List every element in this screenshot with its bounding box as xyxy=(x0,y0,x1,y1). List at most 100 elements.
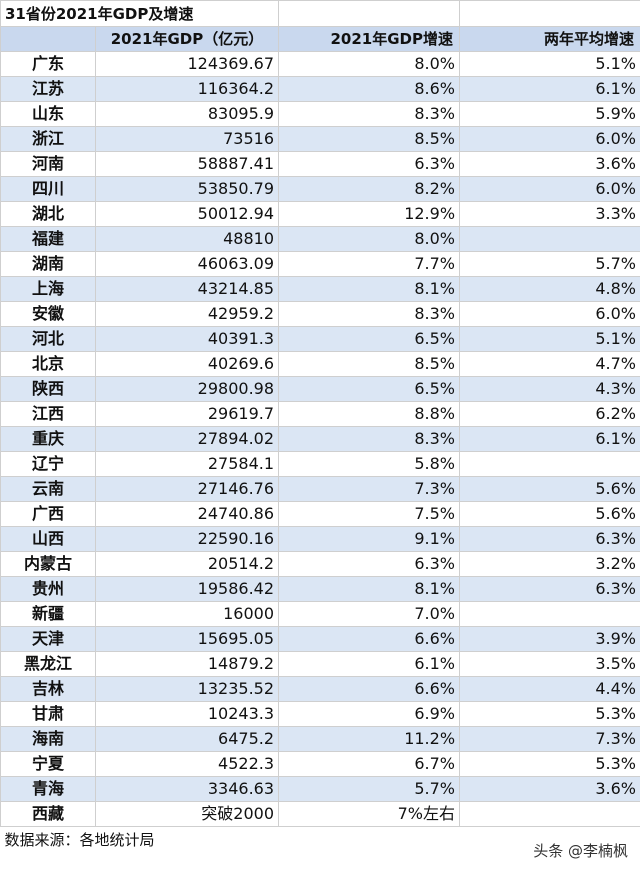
table-row: 吉林 13235.52 6.6% 4.4% xyxy=(0,676,640,702)
avg-growth-cell xyxy=(459,226,640,252)
province-cell: 宁夏 xyxy=(0,751,96,777)
province-cell: 广东 xyxy=(0,51,96,77)
growth-cell: 7.3% xyxy=(278,476,461,502)
table-row: 贵州 19586.42 8.1% 6.3% xyxy=(0,576,640,602)
source-note: 数据来源：各地统计局 xyxy=(0,826,640,853)
avg-growth-cell: 6.1% xyxy=(459,426,640,452)
table-row: 江苏 116364.2 8.6% 6.1% xyxy=(0,76,640,102)
table-row: 内蒙古 20514.2 6.3% 3.2% xyxy=(0,551,640,577)
growth-cell: 8.6% xyxy=(278,76,461,102)
growth-cell: 6.1% xyxy=(278,651,461,677)
province-cell: 福建 xyxy=(0,226,96,252)
avg-growth-cell: 5.9% xyxy=(459,101,640,127)
avg-growth-cell: 4.4% xyxy=(459,676,640,702)
growth-cell: 6.5% xyxy=(278,376,461,402)
growth-cell: 5.8% xyxy=(278,451,461,477)
growth-cell: 6.3% xyxy=(278,151,461,177)
growth-cell: 8.8% xyxy=(278,401,461,427)
table-row: 福建 48810 8.0% xyxy=(0,226,640,252)
gdp-cell: 4522.3 xyxy=(94,751,280,777)
watermark: 头条 @李楠枫 xyxy=(533,840,628,862)
gdp-cell: 6475.2 xyxy=(94,726,280,752)
growth-cell: 7.5% xyxy=(278,501,461,527)
province-cell: 江苏 xyxy=(0,76,96,102)
table-row: 云南 27146.76 7.3% 5.6% xyxy=(0,476,640,502)
growth-cell: 8.3% xyxy=(278,426,461,452)
table-row: 海南 6475.2 11.2% 7.3% xyxy=(0,726,640,752)
header-row: 2021年GDP（亿元） 2021年GDP增速 两年平均增速 xyxy=(0,26,640,52)
province-cell: 吉林 xyxy=(0,676,96,702)
avg-growth-cell: 6.3% xyxy=(459,526,640,552)
gdp-cell: 3346.63 xyxy=(94,776,280,802)
province-cell: 陕西 xyxy=(0,376,96,402)
province-cell: 甘肃 xyxy=(0,701,96,727)
avg-growth-cell: 6.3% xyxy=(459,576,640,602)
province-cell: 云南 xyxy=(0,476,96,502)
table-row: 宁夏 4522.3 6.7% 5.3% xyxy=(0,751,640,777)
growth-cell: 8.3% xyxy=(278,101,461,127)
table-row: 西藏 突破2000 7%左右 xyxy=(0,801,640,827)
growth-cell: 8.1% xyxy=(278,576,461,602)
gdp-cell: 14879.2 xyxy=(94,651,280,677)
header-growth: 2021年GDP增速 xyxy=(278,26,461,52)
gdp-cell: 27894.02 xyxy=(94,426,280,452)
gdp-cell: 突破2000 xyxy=(94,801,280,827)
blank-cell xyxy=(459,0,640,27)
gdp-cell: 58887.41 xyxy=(94,151,280,177)
gdp-cell: 50012.94 xyxy=(94,201,280,227)
table-row: 河北 40391.3 6.5% 5.1% xyxy=(0,326,640,352)
avg-growth-cell: 3.3% xyxy=(459,201,640,227)
province-cell: 湖北 xyxy=(0,201,96,227)
growth-cell: 6.3% xyxy=(278,551,461,577)
avg-growth-cell: 4.3% xyxy=(459,376,640,402)
title-row: 31省份2021年GDP及增速 xyxy=(0,0,640,27)
table-row: 河南 58887.41 6.3% 3.6% xyxy=(0,151,640,177)
avg-growth-cell: 3.9% xyxy=(459,626,640,652)
table-row: 辽宁 27584.1 5.8% xyxy=(0,451,640,477)
gdp-cell: 29800.98 xyxy=(94,376,280,402)
header-province xyxy=(0,26,96,52)
growth-cell: 6.5% xyxy=(278,326,461,352)
avg-growth-cell: 5.6% xyxy=(459,476,640,502)
province-cell: 广西 xyxy=(0,501,96,527)
table-row: 山东 83095.9 8.3% 5.9% xyxy=(0,101,640,127)
province-cell: 四川 xyxy=(0,176,96,202)
avg-growth-cell: 6.0% xyxy=(459,176,640,202)
table-row: 湖北 50012.94 12.9% 3.3% xyxy=(0,201,640,227)
avg-growth-cell: 3.5% xyxy=(459,651,640,677)
avg-growth-cell: 6.0% xyxy=(459,301,640,327)
gdp-cell: 27146.76 xyxy=(94,476,280,502)
province-cell: 重庆 xyxy=(0,426,96,452)
province-cell: 贵州 xyxy=(0,576,96,602)
avg-growth-cell: 3.2% xyxy=(459,551,640,577)
province-cell: 黑龙江 xyxy=(0,651,96,677)
table-title: 31省份2021年GDP及增速 xyxy=(0,0,280,27)
growth-cell: 8.2% xyxy=(278,176,461,202)
gdp-cell: 40391.3 xyxy=(94,326,280,352)
avg-growth-cell xyxy=(459,601,640,627)
growth-cell: 6.6% xyxy=(278,626,461,652)
growth-cell: 7.0% xyxy=(278,601,461,627)
table-row: 湖南 46063.09 7.7% 5.7% xyxy=(0,251,640,277)
table-row: 重庆 27894.02 8.3% 6.1% xyxy=(0,426,640,452)
gdp-cell: 116364.2 xyxy=(94,76,280,102)
table-row: 北京 40269.6 8.5% 4.7% xyxy=(0,351,640,377)
gdp-cell: 124369.67 xyxy=(94,51,280,77)
province-cell: 浙江 xyxy=(0,126,96,152)
gdp-cell: 29619.7 xyxy=(94,401,280,427)
province-cell: 青海 xyxy=(0,776,96,802)
avg-growth-cell: 6.0% xyxy=(459,126,640,152)
province-cell: 山西 xyxy=(0,526,96,552)
avg-growth-cell: 3.6% xyxy=(459,151,640,177)
avg-growth-cell: 5.3% xyxy=(459,701,640,727)
province-cell: 上海 xyxy=(0,276,96,302)
growth-cell: 8.0% xyxy=(278,226,461,252)
gdp-cell: 83095.9 xyxy=(94,101,280,127)
table-row: 天津 15695.05 6.6% 3.9% xyxy=(0,626,640,652)
table-row: 黑龙江 14879.2 6.1% 3.5% xyxy=(0,651,640,677)
table-row: 山西 22590.16 9.1% 6.3% xyxy=(0,526,640,552)
province-cell: 河南 xyxy=(0,151,96,177)
gdp-cell: 40269.6 xyxy=(94,351,280,377)
province-cell: 西藏 xyxy=(0,801,96,827)
table-row: 广东 124369.67 8.0% 5.1% xyxy=(0,51,640,77)
